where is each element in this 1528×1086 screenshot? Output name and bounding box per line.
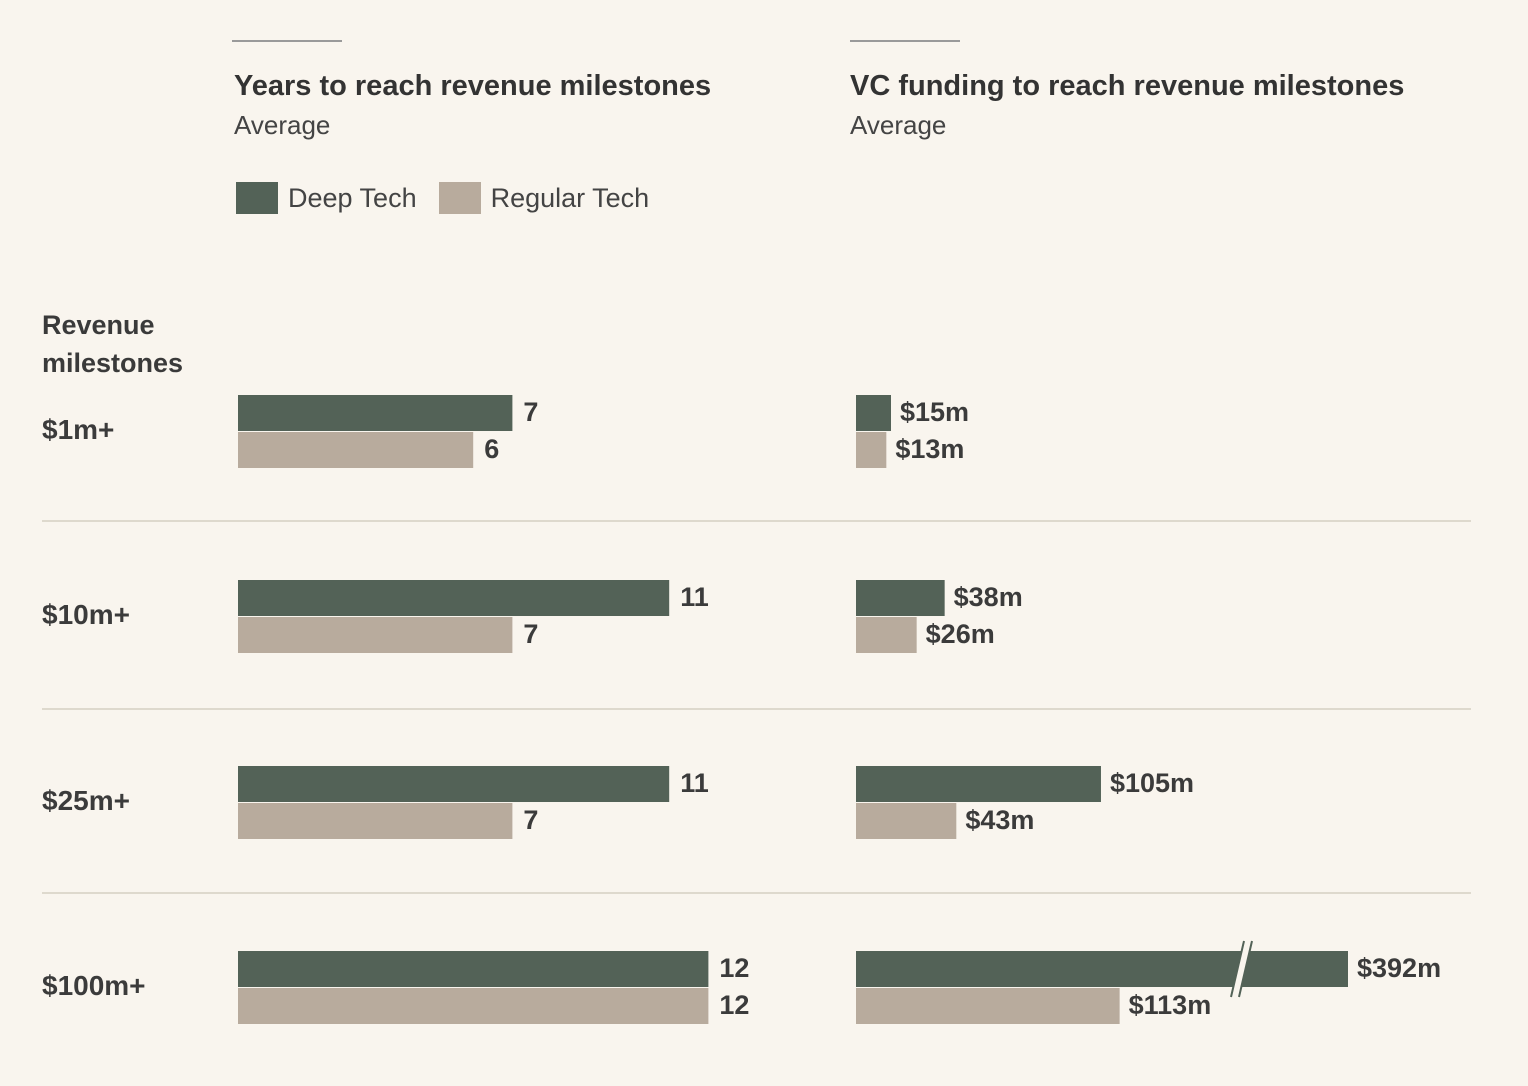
years-label-regular-3: 12 (719, 990, 749, 1020)
category-label-2: $25m+ (42, 785, 130, 816)
panel-left-rule (232, 40, 342, 42)
vc-bar-regular-0 (856, 432, 887, 468)
vc-bar-regular-1 (856, 617, 917, 653)
years-label-deep-0: 7 (523, 397, 538, 427)
years-bar-regular-2 (238, 803, 513, 839)
vc-label-regular-0: $13m (895, 434, 964, 464)
vc-label-regular-1: $26m (926, 619, 995, 649)
vc-label-deep-0: $15m (900, 397, 969, 427)
category-label-0: $1m+ (42, 414, 114, 445)
vc-label-deep-2: $105m (1110, 768, 1194, 798)
legend-swatch-deep-tech (236, 182, 278, 214)
vc-bar-regular-3 (856, 988, 1120, 1024)
legend: Deep Tech Regular Tech (236, 182, 671, 214)
vc-label-deep-1: $38m (954, 582, 1023, 612)
legend-item-deep-tech: Deep Tech (236, 182, 417, 214)
years-label-deep-1: 11 (680, 582, 709, 612)
years-label-deep-3: 12 (719, 953, 749, 983)
left-panel-subtitle: Average (234, 110, 331, 140)
years-bar-regular-3 (238, 988, 709, 1024)
legend-label-deep-tech: Deep Tech (288, 182, 417, 213)
vc-label-deep-3: $392m (1357, 953, 1441, 983)
years-label-regular-1: 7 (523, 619, 538, 649)
right-panel-title: VC funding to reach revenue milestones (850, 70, 1405, 102)
axis-break-line-1 (1230, 940, 1245, 998)
vc-label-regular-2: $43m (965, 805, 1034, 835)
legend-swatch-regular-tech (438, 182, 481, 214)
legend-label-regular-tech: Regular Tech (490, 182, 650, 213)
category-label-1: $10m+ (42, 599, 130, 630)
vc-bar-deep-1 (856, 580, 945, 616)
years-bar-regular-1 (238, 617, 513, 653)
category-label-3: $100m+ (42, 970, 146, 1001)
left-panel-title: Years to reach revenue milestones (234, 70, 712, 102)
row-header: Revenue milestones (42, 310, 184, 378)
vc-bar-deep-3 (856, 951, 1348, 987)
years-bar-deep-0 (238, 395, 513, 431)
axis-break-gap (1231, 941, 1252, 997)
years-bar-deep-3 (238, 951, 709, 987)
years-bar-deep-2 (238, 766, 670, 802)
right-panel-subtitle: Average (850, 110, 947, 140)
vc-label-regular-3: $113m (1129, 990, 1212, 1020)
axis-break-line-2 (1238, 940, 1253, 998)
vc-bar-deep-2 (856, 766, 1101, 802)
years-label-deep-2: 11 (680, 768, 709, 798)
years-label-regular-0: 6 (484, 434, 499, 464)
panel-right-rule (850, 40, 960, 42)
years-label-regular-2: 7 (523, 805, 538, 835)
years-bar-regular-0 (238, 432, 474, 468)
vc-bar-regular-2 (856, 803, 957, 839)
years-bar-deep-1 (238, 580, 670, 616)
legend-item-regular-tech: Regular Tech (438, 182, 650, 214)
vc-bar-deep-0 (856, 395, 891, 431)
